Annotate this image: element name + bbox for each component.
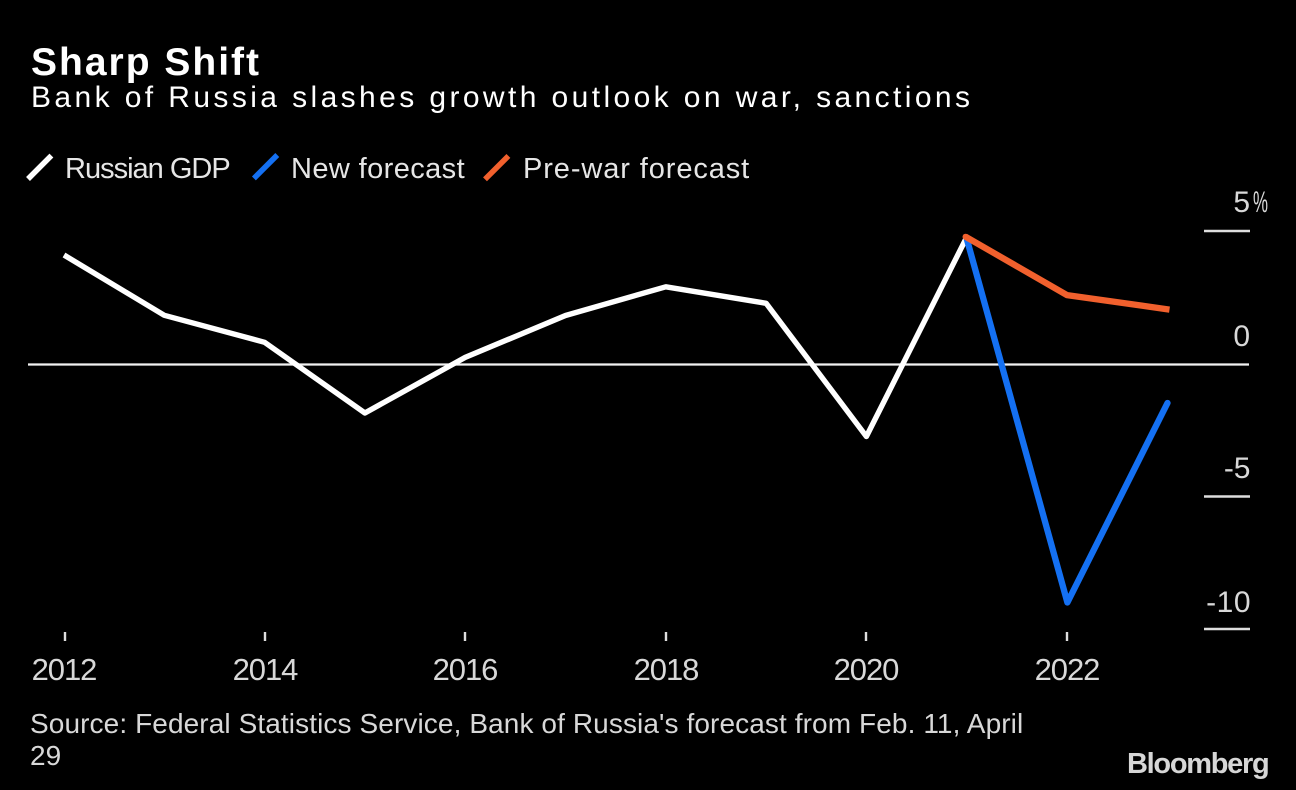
svg-text:-10: -10 (1206, 586, 1251, 619)
svg-text:%: % (1253, 186, 1268, 219)
svg-text:2014: 2014 (233, 652, 299, 687)
svg-text:-5: -5 (1224, 452, 1251, 485)
svg-text:0: 0 (1233, 320, 1250, 353)
svg-text:2016: 2016 (433, 652, 498, 687)
svg-text:5: 5 (1233, 186, 1250, 219)
svg-text:2020: 2020 (834, 652, 900, 687)
svg-text:2018: 2018 (634, 652, 699, 687)
svg-text:2022: 2022 (1035, 652, 1100, 687)
svg-text:2012: 2012 (32, 652, 97, 687)
